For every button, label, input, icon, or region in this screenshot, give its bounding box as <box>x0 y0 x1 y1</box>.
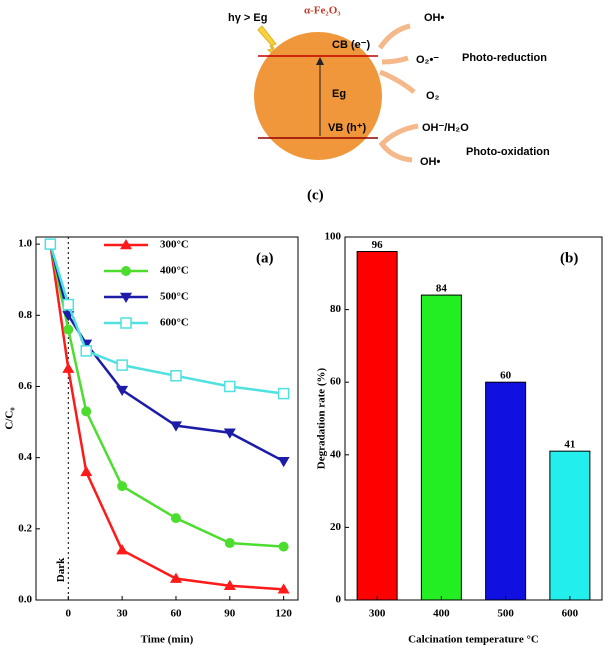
y-tick-label: 0.6 <box>18 380 32 392</box>
y-tick-label: 0.2 <box>18 522 32 534</box>
marker <box>224 538 235 549</box>
marker <box>277 387 290 400</box>
bar <box>420 294 462 601</box>
gap-arrow-head <box>316 57 324 65</box>
marker <box>62 362 75 373</box>
excitation: hγ > Eg <box>228 12 267 24</box>
x-axis-title: Time (min) <box>141 634 194 646</box>
legend-label: 400°C <box>160 265 189 277</box>
species: O₂ <box>426 90 440 102</box>
marker <box>278 541 289 552</box>
y-tick-label: 100 <box>325 231 342 243</box>
x-tick-label: 400 <box>433 608 450 620</box>
marker <box>62 298 75 311</box>
legend-marker <box>120 292 132 303</box>
arrow <box>377 23 411 50</box>
value-label: 84 <box>436 283 448 295</box>
dark-label: Dark <box>55 557 67 582</box>
value-label: 60 <box>500 370 512 382</box>
marker <box>170 513 181 524</box>
marker <box>44 238 57 250</box>
species: OH• <box>420 156 441 168</box>
panel-label: (b) <box>560 250 578 266</box>
marker <box>63 324 74 335</box>
x-axis-title: Calcination temperature °C <box>408 634 539 646</box>
marker <box>81 406 92 417</box>
x-tick-label: 600 <box>562 608 579 620</box>
x-tick-label: 0 <box>66 608 72 620</box>
y-tick-label: 0 <box>336 594 342 606</box>
marker <box>224 380 236 393</box>
reduction-label: Photo-reduction <box>462 52 547 64</box>
marker <box>223 579 236 590</box>
marker <box>80 465 93 477</box>
marker <box>277 583 290 594</box>
gap-label: Eg <box>332 88 346 100</box>
legend-label: 300°C <box>160 239 189 251</box>
species: O₂•⁻ <box>416 54 439 66</box>
y-tick-label: 0.0 <box>18 594 32 606</box>
series-line <box>49 243 284 548</box>
marker <box>169 421 182 432</box>
oxidation-label: Photo-oxidation <box>466 146 550 158</box>
y-tick-label: 40 <box>330 448 342 460</box>
y-tick-label: 80 <box>330 303 342 315</box>
marker <box>169 572 182 583</box>
x-tick-label: 30 <box>117 608 129 620</box>
material: α-Fe₂O₃ <box>304 5 341 17</box>
y-tick-label: 1.0 <box>18 238 32 250</box>
x-tick-label: 500 <box>497 608 514 620</box>
cb-label: CB (e⁻) <box>332 39 371 51</box>
panel-label: (c) <box>307 187 324 203</box>
diagram: hγ > Eg α-Fe₂O₃ CB (e⁻) Eg VB (h⁺) OH• O… <box>228 5 550 204</box>
marker <box>80 345 92 357</box>
marker <box>116 359 128 371</box>
x-tick-label: 90 <box>224 608 236 620</box>
marker <box>117 481 128 492</box>
plot-frame <box>35 236 299 601</box>
arrow <box>381 55 409 65</box>
marker <box>277 457 290 468</box>
marker <box>116 385 129 397</box>
bar <box>485 381 527 601</box>
plot-frame <box>344 236 603 601</box>
x-tick-label: 300 <box>369 608 386 620</box>
legend-marker <box>121 266 131 276</box>
particle <box>254 32 382 160</box>
panel-label: (a) <box>256 250 274 266</box>
species: OH⁻/H₂O <box>422 122 469 134</box>
arrow <box>379 69 416 94</box>
arrow <box>378 123 419 163</box>
x-tick-label: 120 <box>275 608 292 620</box>
y-tick-label: 0.4 <box>18 451 32 463</box>
marker <box>223 428 236 439</box>
value-label: 96 <box>372 239 384 251</box>
vb-label: VB (h⁺) <box>328 122 367 134</box>
y-axis-title: Degradation rate (%) <box>316 367 328 469</box>
marker <box>170 370 182 382</box>
marker <box>116 544 129 555</box>
species: OH• <box>424 12 445 24</box>
legend-label: 500°C <box>160 291 189 303</box>
legend-marker <box>120 239 132 250</box>
legend-marker <box>120 317 132 329</box>
x-tick-label: 60 <box>170 608 182 620</box>
y-tick-label: 0.8 <box>18 309 32 321</box>
legend-label: 600°C <box>160 317 189 329</box>
y-tick-label: 20 <box>330 521 342 533</box>
value-label: 41 <box>564 439 575 451</box>
y-axis-title: C/C₀ <box>4 407 16 430</box>
bar <box>549 450 591 601</box>
bar <box>356 251 398 601</box>
y-tick-label: 60 <box>330 376 342 388</box>
